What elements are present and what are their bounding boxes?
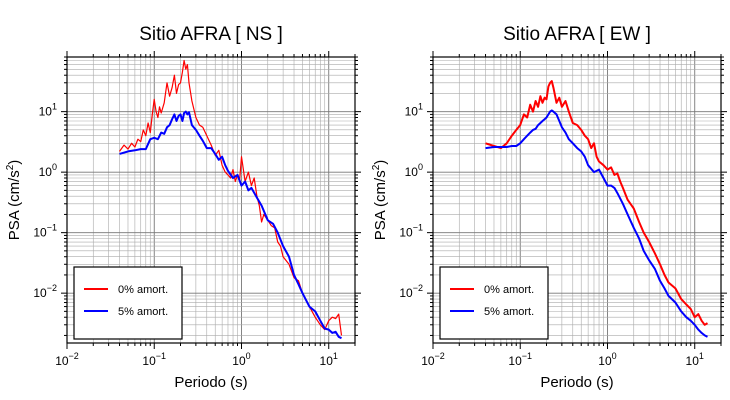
plot-frame xyxy=(66,56,356,344)
y-axis-label-superscript: 2 xyxy=(5,164,16,170)
frame-ticks xyxy=(427,51,727,349)
y-tick-label: 10−1 xyxy=(33,223,57,240)
y-tick-label-base: 10 xyxy=(33,286,47,300)
y-tick-label-exponent: −1 xyxy=(47,223,57,233)
y-axis-label-close: ) xyxy=(372,160,389,165)
y-tick-label: 101 xyxy=(39,102,57,119)
grid xyxy=(66,56,356,343)
x-tick-label: 10−1 xyxy=(142,351,166,368)
x-tick-label: 10−1 xyxy=(508,351,532,368)
y-tick-label-base: 10 xyxy=(39,165,53,179)
x-tick-label-base: 10 xyxy=(320,354,334,368)
y-tick-label-exponent: −2 xyxy=(413,283,423,293)
legend-label: 5% amort. xyxy=(484,306,534,318)
y-tick-label-exponent: 0 xyxy=(52,162,57,172)
x-tick-label-exponent: 0 xyxy=(612,351,617,361)
legend-label: 5% amort. xyxy=(118,306,168,318)
series-line-damping-5 xyxy=(485,109,708,338)
chart-title: Sitio AFRA [ EW ] xyxy=(503,24,651,45)
y-axis-label-text: PSA (cm/s xyxy=(372,170,389,240)
chart-panel-1: Sitio AFRA [ EW ]10−2 10−1 100 10110−210−11… xyxy=(371,24,727,391)
x-tick-label-base: 10 xyxy=(55,354,69,368)
y-tick-label-exponent: −2 xyxy=(47,283,57,293)
y-axis-label-text: PSA (cm/s xyxy=(6,170,23,240)
legend-label: 0% amort. xyxy=(118,284,168,296)
y-tick-label-base: 10 xyxy=(399,286,413,300)
x-tick-label-exponent: −1 xyxy=(156,351,166,361)
x-tick-label-exponent: −1 xyxy=(522,351,532,361)
y-tick-label-exponent: 0 xyxy=(418,162,423,172)
x-tick-label: 10−2 xyxy=(55,351,79,368)
chart-title: Sitio AFRA [ NS ] xyxy=(139,24,283,45)
x-tick-label-exponent: −2 xyxy=(435,351,445,361)
legend-label: 0% amort. xyxy=(484,284,534,296)
series-line-damping-0 xyxy=(485,80,709,326)
legend: 0% amort. 5% amort. xyxy=(439,266,549,340)
plot-frame xyxy=(432,56,722,344)
x-tick-label: 100 xyxy=(598,351,616,368)
x-tick-label: 101 xyxy=(320,351,338,368)
x-axis-label: Periodo (s) xyxy=(540,374,613,391)
chart-panel-0: Sitio AFRA [ NS ]10−2 10−1 100 10110−210−11… xyxy=(5,24,361,391)
x-tick-label: 10−2 xyxy=(421,351,445,368)
x-tick-label: 101 xyxy=(686,351,704,368)
y-tick-label-base: 10 xyxy=(39,105,53,119)
y-tick-label: 10−2 xyxy=(399,283,423,300)
x-tick-label-exponent: 0 xyxy=(246,351,251,361)
y-tick-label: 10−2 xyxy=(33,283,57,300)
y-tick-label-exponent: 1 xyxy=(418,102,423,112)
x-tick-label-base: 10 xyxy=(421,354,435,368)
series-line-damping-0 xyxy=(119,59,343,336)
legend-box xyxy=(73,266,183,340)
legend: 0% amort. 5% amort. xyxy=(73,266,183,340)
x-tick-label-base: 10 xyxy=(508,354,522,368)
x-tick-label-exponent: 1 xyxy=(699,351,704,361)
x-tick-label-base: 10 xyxy=(598,354,612,368)
frame-ticks xyxy=(61,51,361,349)
y-tick-label: 10−1 xyxy=(399,223,423,240)
y-axis-label: PSA (cm/s2) xyxy=(5,160,23,241)
series-line-damping-5 xyxy=(119,110,342,340)
y-axis-label: PSA (cm/s2) xyxy=(371,160,389,241)
legend-box xyxy=(439,266,549,340)
y-axis-label-close: ) xyxy=(6,160,23,165)
y-axis-label-superscript: 2 xyxy=(371,164,382,170)
y-tick-label-exponent: −1 xyxy=(413,223,423,233)
y-tick-label: 101 xyxy=(405,102,423,119)
y-tick-label-base: 10 xyxy=(405,165,419,179)
y-tick-label-exponent: 1 xyxy=(52,102,57,112)
y-tick-label-base: 10 xyxy=(33,226,47,240)
x-tick-label-exponent: 1 xyxy=(333,351,338,361)
x-tick-label-base: 10 xyxy=(686,354,700,368)
y-tick-label-base: 10 xyxy=(399,226,413,240)
y-tick-label: 100 xyxy=(39,162,57,179)
x-axis-label: Periodo (s) xyxy=(174,374,247,391)
x-tick-label-base: 10 xyxy=(142,354,156,368)
x-tick-label: 100 xyxy=(232,351,250,368)
x-tick-label-exponent: −2 xyxy=(69,351,79,361)
x-tick-label-base: 10 xyxy=(232,354,246,368)
y-tick-label-base: 10 xyxy=(405,105,419,119)
y-tick-label: 100 xyxy=(405,162,423,179)
